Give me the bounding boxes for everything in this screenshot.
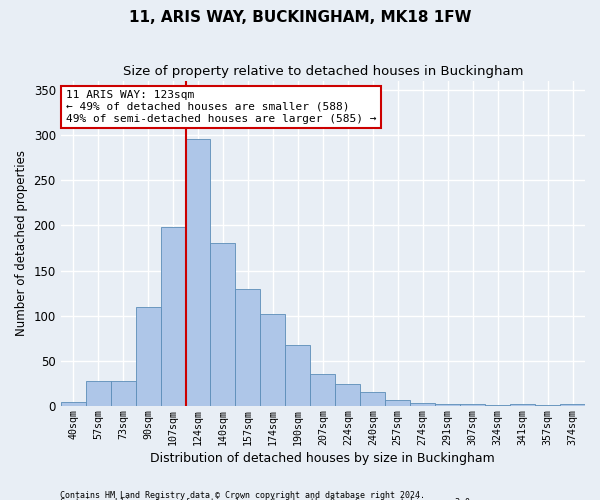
Bar (110, 381, 136, 406)
Bar (286, 345, 310, 406)
Bar (560, 404, 585, 406)
Bar (435, 404, 460, 406)
Bar (460, 404, 485, 406)
Bar (335, 384, 360, 406)
Bar (136, 307, 161, 406)
Bar (260, 314, 286, 406)
Bar (310, 374, 335, 406)
Bar (360, 392, 385, 406)
Text: Contains public sector information licensed under the Open Government Licence v3: Contains public sector information licen… (60, 498, 475, 500)
Bar (235, 288, 260, 406)
Bar (211, 244, 235, 406)
Bar (86, 381, 110, 406)
Bar (410, 402, 435, 406)
Bar (161, 227, 185, 406)
Text: 11 ARIS WAY: 123sqm
← 49% of detached houses are smaller (588)
49% of semi-detac: 11 ARIS WAY: 123sqm ← 49% of detached ho… (66, 90, 376, 124)
Bar (385, 400, 410, 406)
Text: Contains HM Land Registry data © Crown copyright and database right 2024.: Contains HM Land Registry data © Crown c… (60, 490, 425, 500)
Text: 11, ARIS WAY, BUCKINGHAM, MK18 1FW: 11, ARIS WAY, BUCKINGHAM, MK18 1FW (129, 10, 471, 25)
Bar (61, 402, 86, 406)
X-axis label: Distribution of detached houses by size in Buckingham: Distribution of detached houses by size … (151, 452, 495, 465)
Bar (510, 404, 535, 406)
Title: Size of property relative to detached houses in Buckingham: Size of property relative to detached ho… (122, 65, 523, 78)
Y-axis label: Number of detached properties: Number of detached properties (15, 150, 28, 336)
Bar (185, 140, 211, 406)
